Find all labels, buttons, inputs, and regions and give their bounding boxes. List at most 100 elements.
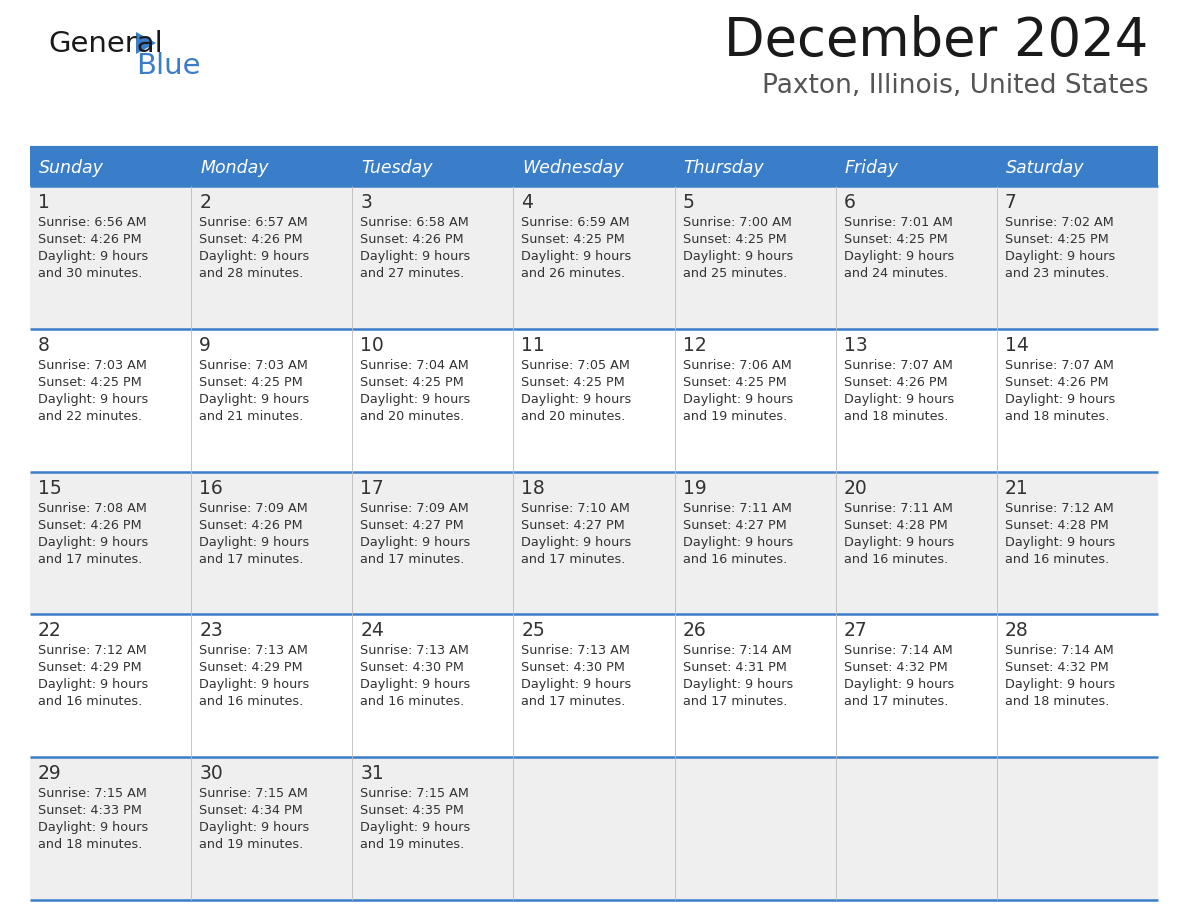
Text: and 30 minutes.: and 30 minutes. [38, 267, 143, 280]
Text: Daylight: 9 hours: Daylight: 9 hours [200, 393, 309, 406]
Text: Sunset: 4:25 PM: Sunset: 4:25 PM [522, 233, 625, 246]
Text: Sunset: 4:27 PM: Sunset: 4:27 PM [360, 519, 465, 532]
Text: and 20 minutes.: and 20 minutes. [522, 409, 626, 423]
Text: Sunrise: 7:05 AM: Sunrise: 7:05 AM [522, 359, 631, 372]
Text: Sunset: 4:33 PM: Sunset: 4:33 PM [38, 804, 141, 817]
Text: Daylight: 9 hours: Daylight: 9 hours [38, 535, 148, 549]
Text: December 2024: December 2024 [723, 15, 1148, 67]
Text: Daylight: 9 hours: Daylight: 9 hours [522, 250, 632, 263]
Text: 23: 23 [200, 621, 223, 641]
Text: Daylight: 9 hours: Daylight: 9 hours [1005, 678, 1116, 691]
Text: Daylight: 9 hours: Daylight: 9 hours [360, 250, 470, 263]
Text: Sunrise: 6:59 AM: Sunrise: 6:59 AM [522, 216, 630, 229]
Text: Monday: Monday [200, 159, 268, 177]
Text: 3: 3 [360, 193, 372, 212]
Text: Sunrise: 7:03 AM: Sunrise: 7:03 AM [38, 359, 147, 372]
Text: Friday: Friday [845, 159, 898, 177]
Text: Sunrise: 7:13 AM: Sunrise: 7:13 AM [522, 644, 631, 657]
Text: 22: 22 [38, 621, 62, 641]
Text: 5: 5 [683, 193, 695, 212]
Text: Daylight: 9 hours: Daylight: 9 hours [200, 250, 309, 263]
Text: 7: 7 [1005, 193, 1017, 212]
Text: Sunset: 4:26 PM: Sunset: 4:26 PM [200, 233, 303, 246]
Text: Sunrise: 7:09 AM: Sunrise: 7:09 AM [360, 501, 469, 515]
Text: 4: 4 [522, 193, 533, 212]
Text: Sunrise: 7:03 AM: Sunrise: 7:03 AM [200, 359, 308, 372]
Text: 24: 24 [360, 621, 384, 641]
Text: 21: 21 [1005, 478, 1029, 498]
Text: and 16 minutes.: and 16 minutes. [843, 553, 948, 565]
Text: and 28 minutes.: and 28 minutes. [200, 267, 303, 280]
Text: Thursday: Thursday [683, 159, 764, 177]
Text: Sunrise: 7:15 AM: Sunrise: 7:15 AM [360, 788, 469, 800]
Text: 25: 25 [522, 621, 545, 641]
Text: 31: 31 [360, 764, 384, 783]
Text: Sunrise: 7:10 AM: Sunrise: 7:10 AM [522, 501, 631, 515]
Text: Sunset: 4:26 PM: Sunset: 4:26 PM [1005, 375, 1108, 389]
Text: and 19 minutes.: and 19 minutes. [360, 838, 465, 851]
Text: 10: 10 [360, 336, 384, 354]
Text: Sunrise: 7:07 AM: Sunrise: 7:07 AM [843, 359, 953, 372]
Text: Daylight: 9 hours: Daylight: 9 hours [38, 678, 148, 691]
Text: Sunrise: 7:13 AM: Sunrise: 7:13 AM [200, 644, 308, 657]
Text: and 18 minutes.: and 18 minutes. [843, 409, 948, 423]
Text: Sunset: 4:26 PM: Sunset: 4:26 PM [38, 519, 141, 532]
Text: Daylight: 9 hours: Daylight: 9 hours [38, 393, 148, 406]
Text: Sunrise: 7:13 AM: Sunrise: 7:13 AM [360, 644, 469, 657]
Text: Sunrise: 7:15 AM: Sunrise: 7:15 AM [38, 788, 147, 800]
Text: 30: 30 [200, 764, 223, 783]
Text: Sunrise: 7:08 AM: Sunrise: 7:08 AM [38, 501, 147, 515]
Text: Sunrise: 7:11 AM: Sunrise: 7:11 AM [843, 501, 953, 515]
Text: and 16 minutes.: and 16 minutes. [200, 696, 303, 709]
Text: and 27 minutes.: and 27 minutes. [360, 267, 465, 280]
Text: Sunset: 4:25 PM: Sunset: 4:25 PM [683, 375, 786, 389]
Bar [30, 150, 1158, 186]
Text: Saturday: Saturday [1006, 159, 1085, 177]
Text: 1: 1 [38, 193, 50, 212]
Text: Sunrise: 7:01 AM: Sunrise: 7:01 AM [843, 216, 953, 229]
Text: 26: 26 [683, 621, 707, 641]
Text: Daylight: 9 hours: Daylight: 9 hours [38, 822, 148, 834]
Text: Daylight: 9 hours: Daylight: 9 hours [843, 250, 954, 263]
Text: Sunset: 4:25 PM: Sunset: 4:25 PM [200, 375, 303, 389]
Text: and 16 minutes.: and 16 minutes. [683, 553, 786, 565]
Text: and 19 minutes.: and 19 minutes. [200, 838, 303, 851]
Text: Sunrise: 7:07 AM: Sunrise: 7:07 AM [1005, 359, 1113, 372]
Text: 16: 16 [200, 478, 223, 498]
Text: and 17 minutes.: and 17 minutes. [38, 553, 143, 565]
Text: 29: 29 [38, 764, 62, 783]
Text: 2: 2 [200, 193, 211, 212]
Text: Sunrise: 7:00 AM: Sunrise: 7:00 AM [683, 216, 791, 229]
Text: and 23 minutes.: and 23 minutes. [1005, 267, 1110, 280]
Text: Daylight: 9 hours: Daylight: 9 hours [683, 535, 792, 549]
Text: Daylight: 9 hours: Daylight: 9 hours [200, 535, 309, 549]
Text: Sunset: 4:26 PM: Sunset: 4:26 PM [200, 519, 303, 532]
Text: Sunrise: 6:58 AM: Sunrise: 6:58 AM [360, 216, 469, 229]
Text: 28: 28 [1005, 621, 1029, 641]
Text: 8: 8 [38, 336, 50, 354]
Text: and 24 minutes.: and 24 minutes. [843, 267, 948, 280]
Text: Sunrise: 7:14 AM: Sunrise: 7:14 AM [843, 644, 953, 657]
Text: Daylight: 9 hours: Daylight: 9 hours [1005, 535, 1116, 549]
Text: Sunrise: 7:11 AM: Sunrise: 7:11 AM [683, 501, 791, 515]
Text: Daylight: 9 hours: Daylight: 9 hours [360, 678, 470, 691]
Text: Sunset: 4:25 PM: Sunset: 4:25 PM [522, 375, 625, 389]
Text: Daylight: 9 hours: Daylight: 9 hours [843, 393, 954, 406]
Text: Sunset: 4:29 PM: Sunset: 4:29 PM [38, 661, 141, 675]
Text: Sunset: 4:32 PM: Sunset: 4:32 PM [1005, 661, 1108, 675]
Text: Sunset: 4:25 PM: Sunset: 4:25 PM [360, 375, 465, 389]
Text: 17: 17 [360, 478, 384, 498]
Text: and 18 minutes.: and 18 minutes. [1005, 409, 1110, 423]
Text: and 21 minutes.: and 21 minutes. [200, 409, 303, 423]
Text: Daylight: 9 hours: Daylight: 9 hours [683, 678, 792, 691]
Text: 15: 15 [38, 478, 62, 498]
Text: Blue: Blue [135, 52, 201, 80]
Text: 14: 14 [1005, 336, 1029, 354]
Text: Sunset: 4:27 PM: Sunset: 4:27 PM [522, 519, 625, 532]
Bar [30, 757, 1158, 900]
Text: 27: 27 [843, 621, 867, 641]
Text: General: General [48, 30, 163, 58]
Text: and 16 minutes.: and 16 minutes. [360, 696, 465, 709]
Text: Daylight: 9 hours: Daylight: 9 hours [683, 250, 792, 263]
Text: Sunset: 4:27 PM: Sunset: 4:27 PM [683, 519, 786, 532]
